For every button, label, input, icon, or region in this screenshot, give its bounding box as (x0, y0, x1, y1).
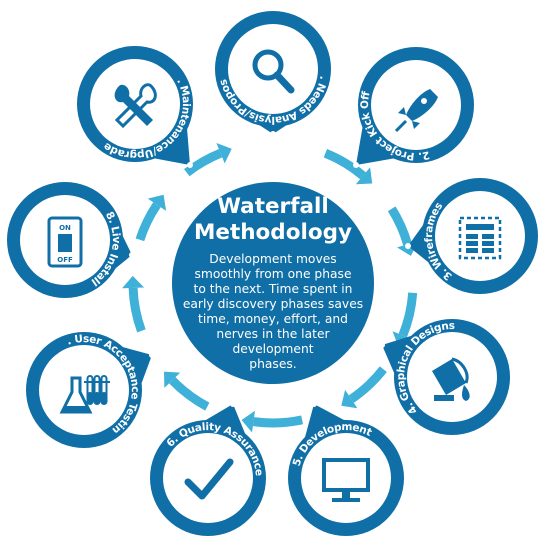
pin-inner-circle (301, 433, 391, 523)
computer-monitor-icon (322, 458, 370, 502)
center-body-line: development (232, 342, 313, 356)
center-body-line: to the next. Time spent in (194, 282, 353, 296)
phase-node: 2. Project Kick Off (353, 47, 474, 168)
test-tubes-icon (59, 375, 110, 414)
flow-arrow (323, 149, 373, 185)
center-body-line: nerves in the later (216, 327, 330, 341)
checkmark-icon (184, 458, 234, 500)
flow-arrow (135, 194, 167, 242)
center-panel: Waterfall Methodology Development moves … (172, 182, 374, 384)
pin-tip-dot (149, 352, 155, 358)
pin-tip-dot (353, 162, 359, 168)
center-body-line: smoothly from one phase (194, 267, 351, 281)
pin-inner-circle (39, 345, 129, 435)
pin-tip-dot (270, 131, 276, 137)
flow-arrow (122, 275, 146, 333)
center-body-line: time, money, effort, and (198, 312, 348, 326)
phase-node: 9. Maintenance/Upgrades (0, 0, 193, 168)
center-title-line-2: Methodology (194, 220, 352, 245)
center-title-line-1: Waterfall (217, 194, 329, 219)
center-body-line: phases. (249, 357, 296, 371)
pin-tip-dot (129, 252, 135, 258)
pin-inner-circle (163, 433, 253, 523)
pin-tip-dot (311, 401, 317, 407)
rocket-icon (394, 89, 438, 133)
flow-arrow (241, 410, 304, 433)
wrench-icon (114, 83, 157, 129)
switch-off-label: OFF (57, 256, 73, 264)
phase-node: 5. Development (288, 401, 404, 536)
switch-on-label: ON (59, 224, 71, 232)
paint-bucket-icon (432, 357, 470, 401)
pin-tip-dot (379, 342, 385, 348)
magnifier-icon (252, 49, 295, 94)
pin-inner-circle (435, 191, 525, 281)
flow-arrow (341, 366, 387, 409)
pin-tip-dot (187, 162, 193, 168)
flow-arrow (164, 371, 210, 411)
flow-arrow (184, 143, 232, 177)
on-off-switch-icon: ON OFF (47, 216, 83, 268)
pin-tip-dot (230, 401, 236, 407)
pin-inner-circle (228, 24, 318, 114)
wireframe-icon (458, 216, 502, 260)
pin-tip-dot (405, 243, 411, 249)
center-body-line: Development moves (209, 252, 336, 266)
center-body-line: early discovery phases saves (183, 297, 363, 311)
phase-node: 6. Quality Assurance (150, 401, 266, 536)
phase-node: 3. Wireframes (405, 178, 538, 294)
center-circle (172, 182, 374, 384)
